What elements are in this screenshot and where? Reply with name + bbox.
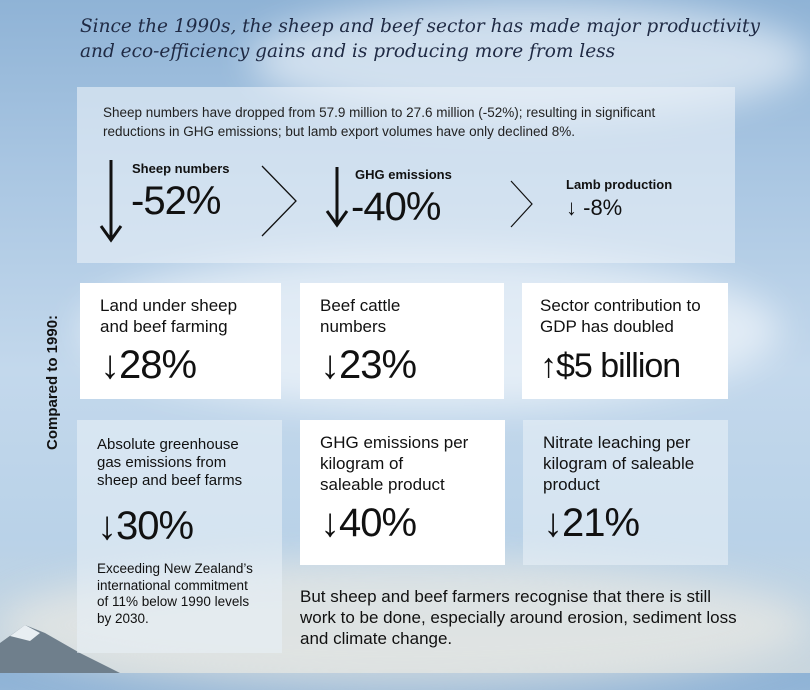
stat-value: ↓40% <box>320 501 417 545</box>
summary-panel: Sheep numbers have dropped from 57.9 mil… <box>77 87 735 263</box>
stat-value: ↓21% <box>543 501 640 545</box>
stat-value: ↑$5 billion <box>540 347 681 385</box>
summary-intro: Sheep numbers have dropped from 57.9 mil… <box>103 105 656 139</box>
stat-card-cattle: Beef cattle numbers ↓23% <box>300 283 504 399</box>
page-title: Since the 1990s, the sheep and beef sect… <box>80 16 760 62</box>
lamb-production-value: ↓ -8% <box>566 195 623 220</box>
stat-value: ↓28% <box>100 343 197 387</box>
stat-heading: Beef cattle numbers <box>320 296 401 336</box>
stat-heading: Absolute greenhouse gas emissions from s… <box>97 436 243 489</box>
stat-card-absolute-ghg: Absolute greenhouse gas emissions from s… <box>77 420 282 653</box>
stat-note: Exceeding New Zealand’s international co… <box>97 561 253 626</box>
chevron-right-icon <box>510 180 533 228</box>
mountain-image <box>0 625 120 673</box>
stat-heading: Land under sheep and beef farming <box>100 296 238 336</box>
sheep-numbers-label: Sheep numbers <box>132 161 230 176</box>
sheep-numbers-value: -52% <box>131 179 221 223</box>
stat-heading: Nitrate leaching per kilogram of saleabl… <box>543 433 695 494</box>
down-arrow-icon <box>99 160 123 243</box>
stat-card-land: Land under sheep and beef farming ↓28% <box>80 283 281 399</box>
down-arrow-icon <box>325 167 349 228</box>
chevron-right-icon <box>261 165 297 237</box>
stat-value: ↓23% <box>320 343 417 387</box>
ghg-emissions-value: -40% <box>351 185 441 229</box>
lamb-production-label: Lamb production <box>566 177 673 192</box>
compared-label: Compared to 1990: <box>44 314 61 450</box>
closing-text: But sheep and beef farmers recognise tha… <box>300 587 737 648</box>
stat-heading: Sector contribution to GDP has doubled <box>540 296 701 336</box>
stat-card-nitrate: Nitrate leaching per kilogram of saleabl… <box>523 420 728 565</box>
stat-card-ghg-per-kg: GHG emissions per kilogram of saleable p… <box>300 420 505 565</box>
stat-card-gdp: Sector contribution to GDP has doubled ↑… <box>522 283 728 399</box>
ghg-emissions-label: GHG emissions <box>355 167 452 182</box>
stat-heading: GHG emissions per kilogram of saleable p… <box>320 433 469 494</box>
stat-value: ↓30% <box>97 504 194 548</box>
